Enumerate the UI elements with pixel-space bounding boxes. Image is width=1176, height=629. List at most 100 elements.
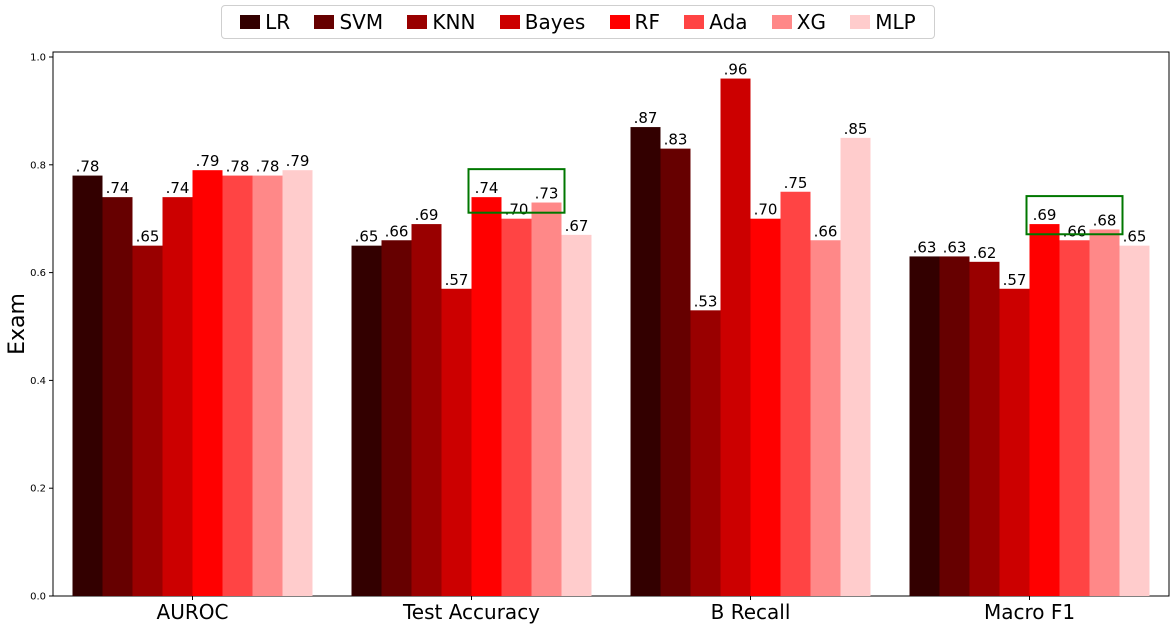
bar-xg xyxy=(810,240,841,596)
bar-value-label: .79 xyxy=(196,152,220,170)
legend-swatch xyxy=(314,15,335,29)
y-tick-label: 1.0 xyxy=(30,53,46,64)
y-tick-label: 0.0 xyxy=(30,592,46,603)
bar-rf xyxy=(192,170,223,596)
bar-bayes xyxy=(441,288,472,596)
bar-value-label: .74 xyxy=(166,179,190,197)
bar-value-label: .57 xyxy=(1003,271,1027,289)
bar-knn xyxy=(690,310,721,596)
legend-item-rf: RF xyxy=(609,10,660,34)
bar-xg xyxy=(252,175,283,596)
legend-swatch xyxy=(850,15,871,29)
plot-frame xyxy=(52,51,1170,597)
bar-value-label: .73 xyxy=(535,185,559,203)
legend-item-bayes: Bayes xyxy=(499,10,586,34)
bar-ada xyxy=(780,191,811,596)
bar-knn xyxy=(411,224,442,596)
bar-mlp xyxy=(1119,245,1150,596)
bar-value-label: .66 xyxy=(385,222,409,240)
bar-value-label: .62 xyxy=(973,244,997,262)
legend-swatch xyxy=(240,15,261,29)
legend-label: Ada xyxy=(709,10,748,34)
y-tick-label: 0.4 xyxy=(30,376,46,387)
legend-label: MLP xyxy=(875,10,916,34)
legend-label: SVM xyxy=(339,10,384,34)
bar-value-label: .78 xyxy=(76,158,100,176)
bar-value-label: .65 xyxy=(355,228,379,246)
bar-bayes xyxy=(999,288,1030,596)
legend-label: Bayes xyxy=(524,10,586,34)
bar-value-label: .74 xyxy=(475,179,499,197)
bar-value-label: .83 xyxy=(664,131,688,149)
legend-item-knn: KNN xyxy=(407,12,475,32)
bar-mlp xyxy=(840,137,871,596)
bar-bayes xyxy=(162,197,193,596)
bar-value-label: .65 xyxy=(1123,228,1147,246)
bar-value-label: .74 xyxy=(106,179,130,197)
bar-mlp xyxy=(282,170,313,596)
highlight-box xyxy=(1025,195,1124,236)
y-tick-label: 0.8 xyxy=(30,160,46,171)
bar-rf xyxy=(750,218,781,596)
x-tick-label: Macro F1 xyxy=(984,600,1075,624)
legend-label: KNN xyxy=(432,10,476,34)
bar-svm xyxy=(660,148,691,596)
highlight-box xyxy=(467,168,566,214)
bar-value-label: .69 xyxy=(415,206,439,224)
bar-knn xyxy=(969,261,1000,596)
x-tick-label: Test Accuracy xyxy=(402,600,540,624)
legend-label: LR xyxy=(265,10,291,34)
bar-value-label: .78 xyxy=(226,158,250,176)
legend-swatch xyxy=(407,15,428,29)
legend-label: RF xyxy=(634,10,660,34)
y-tick-label: 0.6 xyxy=(30,268,46,279)
bar-value-label: .69 xyxy=(1033,206,1057,224)
bar-value-label: .67 xyxy=(565,217,589,235)
bar-value-label: .57 xyxy=(445,271,469,289)
bar-value-label: .96 xyxy=(724,61,748,79)
bar-bayes xyxy=(720,78,751,596)
bar-lr xyxy=(72,175,103,596)
bar-svm xyxy=(102,197,133,596)
bar-mlp xyxy=(561,234,592,596)
bar-value-label: .68 xyxy=(1093,211,1117,229)
bar-value-label: .78 xyxy=(256,158,280,176)
bar-ada xyxy=(501,218,532,596)
bar-value-label: .63 xyxy=(943,238,967,256)
x-tick-label: B Recall xyxy=(711,600,791,624)
bar-value-label: .87 xyxy=(634,109,658,127)
bar-svm xyxy=(381,240,412,596)
legend-item-lr: LR xyxy=(240,12,290,32)
legend-item-svm: SVM xyxy=(314,12,383,32)
y-tick-label: 0.2 xyxy=(30,484,46,495)
legend-swatch xyxy=(771,15,792,29)
bar-ada xyxy=(222,175,253,596)
legend-item-xg: XG xyxy=(771,10,826,34)
bar-xg xyxy=(1089,229,1120,597)
bar-svm xyxy=(939,256,970,596)
bar-knn xyxy=(132,245,163,596)
bar-value-label: .65 xyxy=(136,228,160,246)
bar-lr xyxy=(351,245,382,596)
bar-xg xyxy=(531,202,562,596)
legend-swatch xyxy=(499,15,520,29)
legend-item-mlp: MLP xyxy=(850,10,916,34)
x-tick-label: AUROC xyxy=(157,600,229,624)
legend-item-ada: Ada xyxy=(684,10,748,34)
bar-lr xyxy=(630,127,661,596)
bar-rf xyxy=(471,197,502,596)
bar-rf xyxy=(1029,224,1060,596)
bar-value-label: .79 xyxy=(286,152,310,170)
bar-value-label: .75 xyxy=(784,174,808,192)
y-axis-label: Exam xyxy=(5,293,30,355)
chart-legend: LR SVM KNN Bayes RF Ada XG MLP xyxy=(221,5,935,39)
legend-label: XG xyxy=(796,10,826,34)
bar-lr xyxy=(909,256,940,596)
bar-value-label: .70 xyxy=(505,201,529,219)
legend-swatch xyxy=(609,15,630,29)
bar-value-label: .53 xyxy=(694,292,718,310)
legend-swatch xyxy=(684,15,705,29)
bar-value-label: .66 xyxy=(814,222,838,240)
bar-value-label: .66 xyxy=(1063,222,1087,240)
